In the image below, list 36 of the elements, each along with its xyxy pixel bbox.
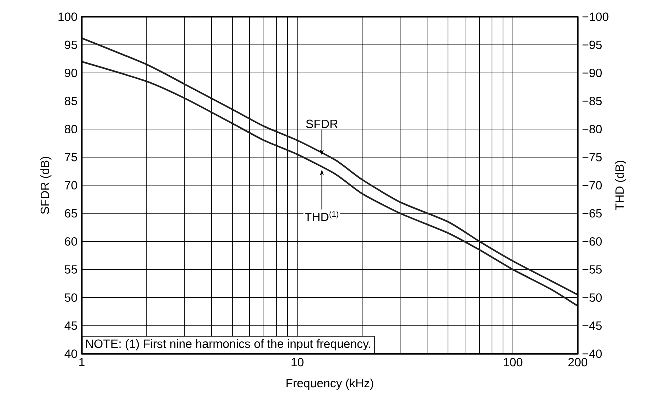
y-tick-label: 60 xyxy=(65,237,78,246)
y2-tick-label: −100 xyxy=(582,12,609,22)
y-axis-title: SFDR (dB) xyxy=(40,157,52,214)
x-tick-label: 200 xyxy=(568,358,588,367)
y-tick-label: 50 xyxy=(65,294,78,302)
y2-axis-title: THD (dB) xyxy=(615,161,626,210)
y2-tick-label: −40 xyxy=(582,350,602,358)
x-axis-title: Frequency (kHz) xyxy=(286,378,374,390)
y2-tick-label: −70 xyxy=(582,181,602,190)
y-tick-label: 100 xyxy=(58,12,78,22)
annotation: NOTE: (1) First nine harmonics of the input frequency. xyxy=(86,339,370,351)
y-tick-label: 70 xyxy=(65,181,78,190)
y2-tick-label: −75 xyxy=(582,153,602,162)
y2-tick-label: −65 xyxy=(582,209,602,218)
x-tick-label: 1 xyxy=(80,358,85,366)
y2-tick-label: −60 xyxy=(582,237,602,246)
y2-tick-label: −80 xyxy=(582,125,602,134)
y2-tick-label: −85 xyxy=(582,97,602,106)
x-tick-label: 100 xyxy=(504,358,523,367)
y2-tick-label: −50 xyxy=(582,294,602,302)
annotation: THD$^{(1)}$ xyxy=(304,211,339,222)
y-tick-label: 65 xyxy=(65,209,78,218)
annotation: SFDR xyxy=(306,120,338,128)
y-tick-label: 80 xyxy=(65,125,78,134)
x-tick-label: 10 xyxy=(292,358,304,367)
y-tick-label: 90 xyxy=(65,68,78,78)
y2-tick-label: −45 xyxy=(582,322,602,330)
y-tick-label: 40 xyxy=(64,350,78,358)
y-tick-label: 75 xyxy=(65,153,78,162)
y-tick-label: 45 xyxy=(64,322,78,330)
y2-tick-label: −55 xyxy=(582,266,602,274)
y2-tick-label: −95 xyxy=(582,40,602,50)
y2-tick-label: −90 xyxy=(582,68,602,78)
y-tick-label: 85 xyxy=(65,97,78,106)
y-tick-label: 95 xyxy=(65,40,78,50)
y-tick-label: 55 xyxy=(65,266,78,274)
